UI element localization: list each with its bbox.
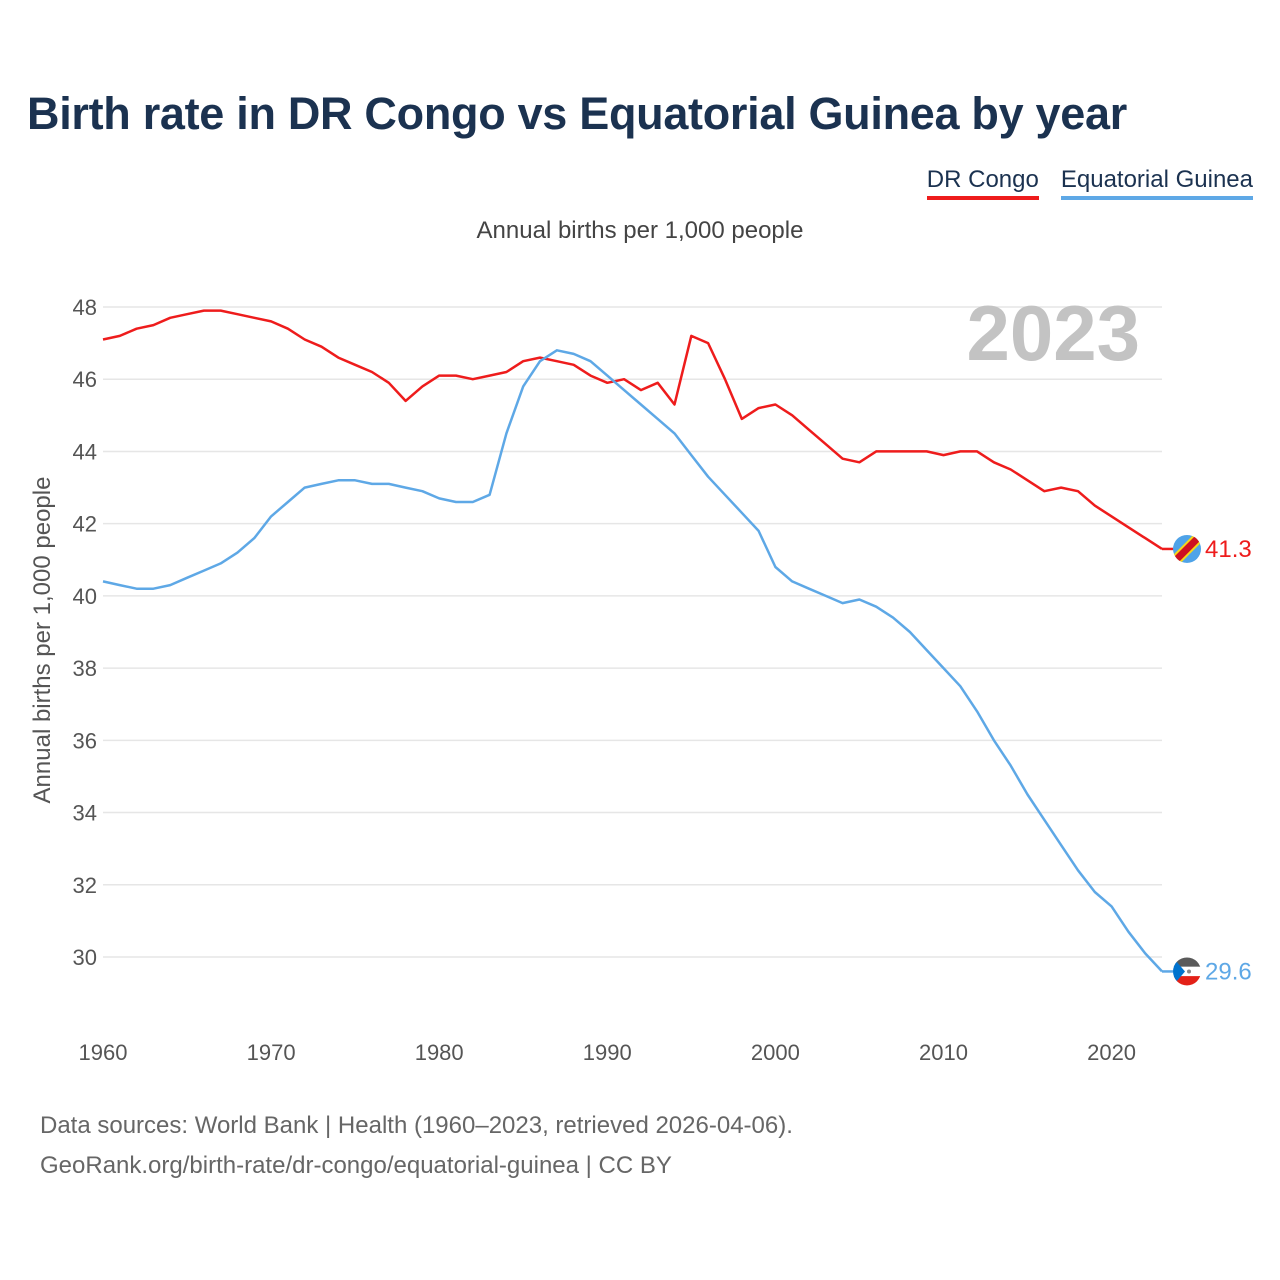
chart-subtitle: Annual births per 1,000 people xyxy=(476,217,804,244)
year-watermark: 2023 xyxy=(966,289,1140,377)
x-tick-label: 2020 xyxy=(1087,1040,1136,1065)
x-tick-label: 1960 xyxy=(79,1040,128,1065)
y-tick-label: 34 xyxy=(73,801,97,826)
y-tick-label: 38 xyxy=(73,656,97,681)
y-tick-label: 30 xyxy=(73,945,97,970)
flag-dr-congo-icon xyxy=(1173,534,1201,563)
x-tick-label: 1980 xyxy=(415,1040,464,1065)
source-line-2: GeoRank.org/birth-rate/dr-congo/equatori… xyxy=(40,1152,672,1179)
y-tick-label: 40 xyxy=(73,584,97,609)
source-line-1: Data sources: World Bank | Health (1960–… xyxy=(40,1112,793,1139)
x-tick-label: 1990 xyxy=(583,1040,632,1065)
series-line-equatorial-guinea[interactable] xyxy=(102,349,1163,973)
chart-title: Birth rate in DR Congo vs Equatorial Gui… xyxy=(27,88,1127,139)
y-tick-label: 42 xyxy=(73,512,97,537)
legend: DR Congo Equatorial Guinea xyxy=(926,166,1253,200)
legend-item-equatorial-guinea[interactable]: Equatorial Guinea xyxy=(1060,166,1253,200)
y-tick-label: 48 xyxy=(73,295,97,320)
y-axis-ticks: 30 32 34 36 38 40 42 44 46 48 xyxy=(73,295,97,970)
y-tick-label: 32 xyxy=(73,873,97,898)
grid-lines xyxy=(103,306,1162,958)
series-line-dr-congo[interactable] xyxy=(102,309,1163,550)
end-value-label: 41.3 xyxy=(1205,536,1252,563)
x-tick-label: 2000 xyxy=(751,1040,800,1065)
y-tick-label: 46 xyxy=(73,367,97,392)
series-lines xyxy=(102,309,1163,973)
x-axis-ticks: 1960 1970 1980 1990 2000 2010 2020 xyxy=(79,1040,1137,1065)
flag-equatorial-guinea-icon xyxy=(1173,957,1201,986)
legend-item-dr-congo[interactable]: DR Congo xyxy=(926,166,1039,200)
y-tick-label: 44 xyxy=(73,439,97,464)
x-tick-label: 1970 xyxy=(247,1040,296,1065)
y-tick-label: 36 xyxy=(73,728,97,753)
source-note: Data sources: World Bank | Health (1960–… xyxy=(40,1106,793,1186)
end-value-label: 29.6 xyxy=(1205,958,1252,985)
y-axis-label: Annual births per 1,000 people xyxy=(29,477,56,804)
end-markers: 41.3 29.6 xyxy=(1162,534,1252,986)
x-tick-label: 2010 xyxy=(919,1040,968,1065)
